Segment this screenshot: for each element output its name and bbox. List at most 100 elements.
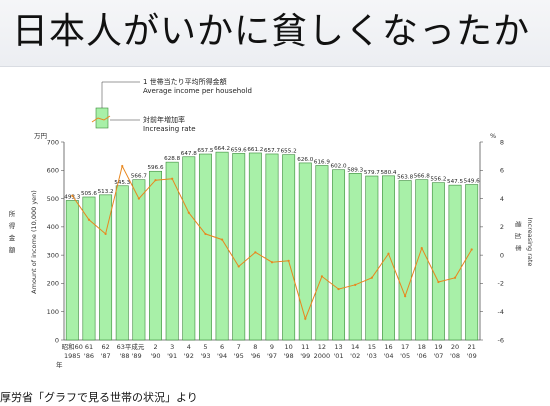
income-bar <box>82 196 96 341</box>
bar-value-label: 547.5 <box>447 179 463 185</box>
x-tick-label-top: 14 <box>351 343 359 351</box>
x-tick-label-top: 5 <box>203 343 207 351</box>
bar-value-label: 596.6 <box>148 165 164 171</box>
rate-point <box>220 238 224 241</box>
bar-value-label: 659.6 <box>231 147 247 153</box>
legend-line-label-en: Increasing rate <box>143 125 196 133</box>
left-tick-label: 400 <box>47 223 59 231</box>
rate-point <box>354 283 357 286</box>
x-tick-label-bottom: '88 '89 <box>119 352 141 360</box>
bar-value-label: 661.2 <box>247 147 263 153</box>
x-tick-label-top: 16 <box>384 343 392 351</box>
x-tick-label-bottom: '06 <box>417 352 427 360</box>
left-axis-label-en: Amount of income (10,000 yen) <box>30 190 38 294</box>
source-caption: 厚労省「グラフで見る世帯の状況」より <box>0 391 198 404</box>
left-tick-label: 200 <box>47 280 59 288</box>
left-axis-label-ja-char: 所 <box>9 209 16 218</box>
left-tick-label: 0 <box>55 336 59 344</box>
bar-value-label: 655.2 <box>281 149 297 155</box>
income-bar <box>448 184 462 341</box>
legend-line-label-ja: 対前年増加率 <box>143 115 185 124</box>
rate-point <box>87 218 91 221</box>
right-axis-label-ja-char: 増 <box>514 221 523 228</box>
right-tick-label: 8 <box>500 138 504 146</box>
bar-value-label: 545.3 <box>114 180 130 186</box>
x-tick-label-top: 6 <box>220 343 224 351</box>
rate-point <box>470 248 473 251</box>
right-tick-label: -2 <box>498 280 504 288</box>
income-bar <box>365 175 379 341</box>
x-tick-label-top: 63平成元 <box>117 342 145 351</box>
bar-value-label: 563.8 <box>397 175 413 181</box>
rate-point <box>287 259 290 262</box>
income-bar <box>282 154 296 341</box>
left-axis-label-ja-char: 額 <box>9 245 16 254</box>
x-tick-label-bottom: '09 <box>467 352 477 360</box>
legend-bar-label-en: Average income per household <box>143 87 252 95</box>
right-tick-label: -6 <box>498 336 504 344</box>
x-tick-label-bottom: '92 <box>184 352 194 360</box>
right-tick-label: 2 <box>500 223 504 231</box>
bar-value-label: 664.2 <box>214 146 230 152</box>
right-tick-label: 6 <box>500 167 504 175</box>
rate-point <box>237 265 240 268</box>
rate-point <box>270 261 274 264</box>
rate-point <box>71 194 74 197</box>
bar-value-label: 566.8 <box>414 174 430 180</box>
rate-point <box>320 275 324 278</box>
income-bar <box>248 152 262 341</box>
x-tick-label-top: 20 <box>451 343 459 351</box>
rate-point <box>453 276 457 279</box>
left-axis-label-ja-char: 金 <box>9 233 16 242</box>
rate-point <box>137 197 140 200</box>
x-tick-label-bottom: 2000 <box>314 352 331 360</box>
x-tick-label-bottom: '93 <box>200 352 210 360</box>
left-tick-label: 500 <box>47 195 59 203</box>
income-bar <box>298 162 312 341</box>
rate-point <box>337 287 340 291</box>
income-bar <box>215 151 229 341</box>
rate-point <box>254 251 257 254</box>
rate-point <box>304 317 307 320</box>
x-tick-label-bottom: '94 <box>217 352 227 360</box>
bar-value-label: 505.6 <box>81 191 97 197</box>
x-tick-label-top: 8 <box>253 343 257 351</box>
bar-value-label: 616.9 <box>314 160 330 166</box>
bar-value-label: 580.4 <box>380 170 396 176</box>
x-tick-label-top: 61 <box>85 343 93 351</box>
left-axis-label-ja-char: 得 <box>9 221 16 230</box>
left-unit-label: 万円 <box>34 132 47 140</box>
title-banner: 日本人がいかに貧しくなったか <box>0 0 550 67</box>
rate-point <box>121 164 124 168</box>
income-bar <box>431 182 445 341</box>
legend-bar-label-ja: 1 世帯当たり平均所得金額 <box>143 77 227 86</box>
rate-point <box>404 295 407 298</box>
bar-value-label: 657.5 <box>197 148 213 154</box>
x-tick-label-top: 13 <box>334 343 342 351</box>
x-tick-label-top: 昭和60 <box>62 342 83 351</box>
x-tick-label-bottom: '05 <box>400 352 410 360</box>
x-tick-label-top: 2 <box>153 343 157 351</box>
bar-value-label: 579.7 <box>364 170 380 176</box>
income-bar <box>348 173 362 341</box>
x-tick-label-top: 62 <box>101 343 109 351</box>
x-tick-label-bottom: '01 <box>334 352 344 360</box>
left-tick-label: 700 <box>47 138 59 146</box>
x-tick-label-bottom: '03 <box>367 352 377 360</box>
x-tick-label-top: 9 <box>270 343 274 351</box>
rate-point <box>420 246 423 250</box>
income-bar <box>65 200 79 341</box>
rate-point <box>171 177 174 180</box>
x-tick-label-top: 12 <box>318 343 326 351</box>
bar-value-label: 513.2 <box>98 189 114 195</box>
x-tick-label-bottom: '98 <box>284 352 294 360</box>
bar-value-label: 566.7 <box>131 174 147 180</box>
page-title: 日本人がいかに貧しくなったか <box>12 11 531 52</box>
x-tick-label-bottom: '86 <box>84 352 94 360</box>
x-tick-label-bottom: '96 <box>250 352 260 360</box>
bar-value-label: 657.7 <box>264 148 280 154</box>
x-tick-label-bottom: '02 <box>350 352 360 360</box>
bar-value-label: 493.3 <box>64 194 80 200</box>
chart-panel: 0 100 200 300 400 500 600 700 万円所得金額 Amount of in… <box>0 72 550 388</box>
